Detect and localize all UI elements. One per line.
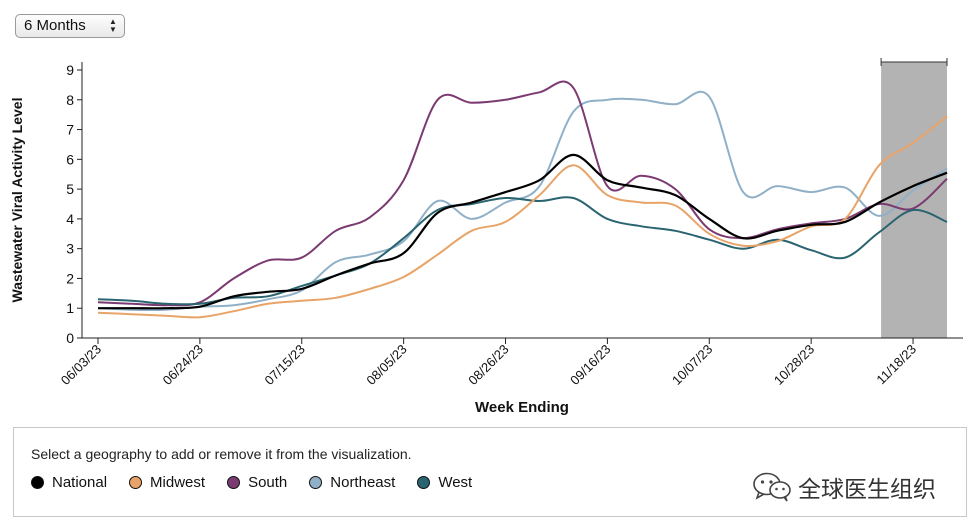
x-tick-label: 06/03/23 xyxy=(58,342,104,388)
legend-swatch xyxy=(309,476,323,489)
legend-item-south[interactable]: South xyxy=(227,474,287,491)
series-line-northeast xyxy=(97,90,948,311)
wechat-icon xyxy=(753,472,791,502)
legend-item-northeast[interactable]: Northeast xyxy=(309,474,395,491)
watermark-text: 全球医生组织 xyxy=(798,476,936,502)
y-tick-label: 5 xyxy=(66,181,74,197)
y-tick-label: 9 xyxy=(66,62,74,78)
series-line-midwest xyxy=(97,115,948,319)
x-tick-label: 11/18/23 xyxy=(873,342,919,388)
x-axis-title: Week Ending xyxy=(475,399,569,416)
x-tick-label: 10/28/23 xyxy=(771,342,817,388)
y-tick-label: 7 xyxy=(66,122,74,138)
legend-items: National Midwest South Northeast West xyxy=(31,474,494,491)
legend-item-national[interactable]: National xyxy=(31,474,107,491)
x-tick-label: 09/16/23 xyxy=(567,342,613,388)
legend-item-midwest[interactable]: Midwest xyxy=(129,474,205,491)
legend-label: West xyxy=(438,474,473,491)
series-line-south xyxy=(97,80,948,307)
x-tick-label: 10/07/23 xyxy=(669,342,715,388)
time-range-select[interactable]: 6 Months ▲ ▼ xyxy=(15,14,125,38)
y-tick-label: 8 xyxy=(66,92,74,108)
y-tick-label: 0 xyxy=(66,330,74,346)
legend-label: Northeast xyxy=(330,474,396,491)
y-axis-title: Wastewater Viral Activity Level xyxy=(9,98,25,303)
legend-label: Midwest xyxy=(150,474,206,491)
y-tick-label: 1 xyxy=(66,300,74,316)
series-line-west xyxy=(97,196,948,306)
watermark: 全球医生组织 xyxy=(752,470,936,504)
y-tick-label: 3 xyxy=(66,241,74,257)
highlight-band xyxy=(881,62,947,338)
legend-swatch xyxy=(129,476,143,489)
legend-swatch xyxy=(227,476,241,489)
select-arrows-icon: ▲ ▼ xyxy=(109,17,117,34)
series-line-national xyxy=(98,153,948,310)
legend-swatch xyxy=(31,476,44,489)
legend-swatch xyxy=(417,476,431,489)
legend-item-west[interactable]: West xyxy=(417,474,472,491)
legend-panel: Select a geography to add or remove it f… xyxy=(13,427,967,517)
x-tick-label: 08/26/23 xyxy=(465,342,511,388)
x-tick-label: 08/05/23 xyxy=(363,342,409,388)
legend-label: National xyxy=(52,474,108,491)
time-range-value: 6 Months xyxy=(24,17,86,34)
y-tick-label: 2 xyxy=(66,270,74,286)
wastewater-line-chart: 0 1 2 3 4 5 6 7 8 9 06/03/23 06/24/23 07/15/23 08/05/… xyxy=(9,58,963,416)
y-tick-label: 4 xyxy=(66,211,74,227)
x-tick-label: 06/24/23 xyxy=(160,342,206,388)
legend-instructions: Select a geography to add or remove it f… xyxy=(31,446,412,462)
legend-label: South xyxy=(248,474,288,491)
y-tick-label: 6 xyxy=(66,151,74,167)
x-tick-label: 07/15/23 xyxy=(261,342,307,388)
